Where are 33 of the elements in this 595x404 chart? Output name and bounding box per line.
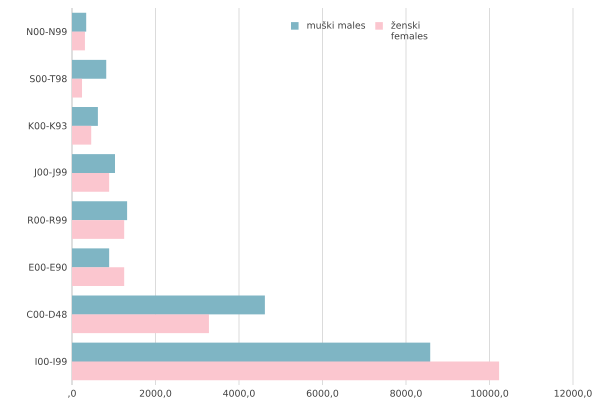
- bar: [72, 342, 430, 362]
- bar: [72, 172, 110, 192]
- bar: [72, 201, 128, 220]
- legend-label: ženski females: [391, 21, 428, 40]
- bar: [72, 361, 500, 380]
- y-tick-label: J00-J99: [34, 168, 67, 178]
- bar: [72, 295, 265, 314]
- x-tick-label: 4000,0: [223, 390, 255, 398]
- x-tick-label: 12000,0: [554, 390, 592, 398]
- x-tick-label: ,0: [68, 390, 76, 398]
- y-tick-label: K00-K93: [28, 122, 67, 130]
- bar: [72, 220, 124, 239]
- y-tick-label: S00-T98: [30, 75, 67, 82]
- y-tick-label: I00-I99: [36, 358, 67, 365]
- y-tick-label: N00-N99: [27, 28, 67, 36]
- y-tick-label: C00-D48: [26, 310, 67, 318]
- y-tick-label: R00-R99: [28, 216, 67, 224]
- bar: [72, 154, 116, 173]
- y-tick-label: E00-E90: [29, 264, 67, 271]
- bar: [72, 78, 82, 98]
- bar: [72, 126, 92, 145]
- x-tick-label: 8000,0: [390, 390, 422, 398]
- bar: [72, 248, 110, 268]
- bar: [72, 314, 209, 334]
- x-tick-label: 2000,0: [140, 390, 172, 398]
- x-tick-label: 6000,0: [306, 390, 338, 398]
- x-tick-label: 10000,0: [471, 390, 508, 398]
- bar: [72, 106, 98, 126]
- legend-label: muški males: [307, 21, 366, 29]
- bar: [72, 60, 106, 79]
- bar: [72, 12, 86, 32]
- bar: [72, 32, 85, 50]
- bar: [72, 267, 124, 286]
